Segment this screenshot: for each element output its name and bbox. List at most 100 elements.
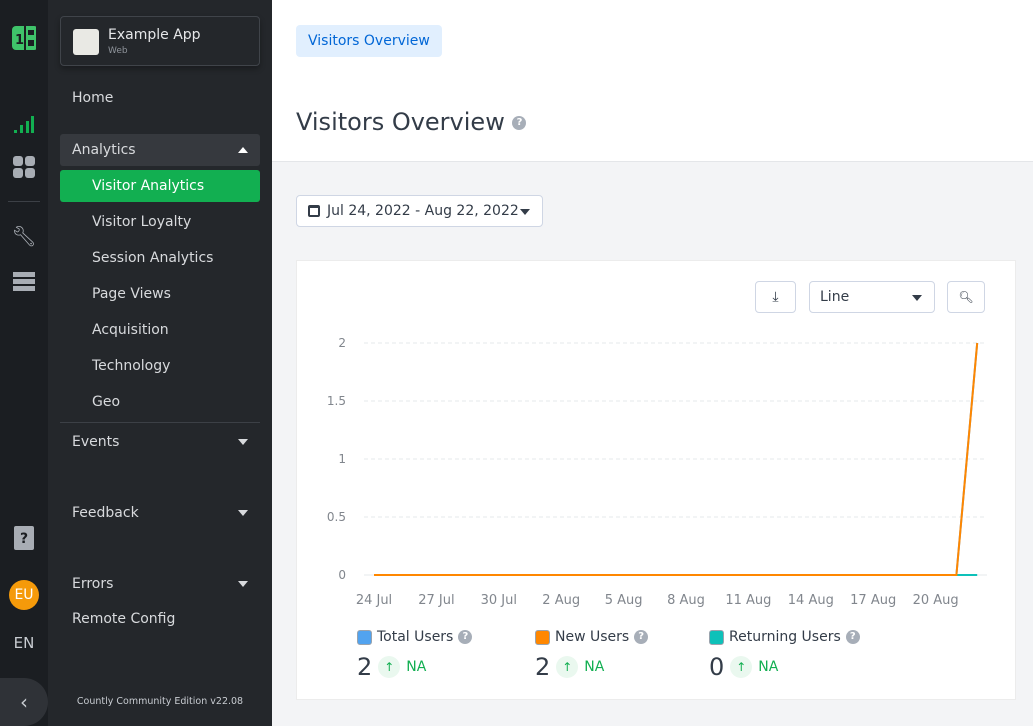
help-icon[interactable]: ? xyxy=(634,630,649,644)
nav-geo[interactable]: Geo xyxy=(92,394,121,410)
svg-text:?: ? xyxy=(20,531,28,547)
caret-down-icon xyxy=(912,295,922,301)
nav-errors-label: Errors xyxy=(72,576,114,592)
line-chart: 0 0.5 1 1.5 2 24 Jul 27 Jul 30 Jul 2 Aug 5 Aug 8 A… xyxy=(327,336,987,608)
tab-visitors-overview[interactable]: Visitors Overview xyxy=(296,25,442,57)
y-tick-label: 0.5 xyxy=(327,510,346,524)
chart-type-select[interactable]: Line xyxy=(809,281,935,313)
sidebar: Example App Web Home Analytics Visitor A… xyxy=(48,0,272,726)
metric-number: 2 xyxy=(357,653,373,681)
nav-analytics-label: Analytics xyxy=(72,142,136,158)
nav-errors[interactable]: Errors xyxy=(60,568,260,600)
nav-acquisition[interactable]: Acquisition xyxy=(92,322,169,338)
x-tick-label: 17 Aug xyxy=(850,593,896,608)
x-tick-label: 30 Jul xyxy=(481,593,517,608)
countly-logo-icon[interactable]: 1 xyxy=(12,25,36,51)
help-icon[interactable]: ? xyxy=(512,116,527,130)
legend-swatch xyxy=(357,629,372,645)
help-book-icon[interactable]: ? xyxy=(12,526,36,550)
download-icon: ⤓ xyxy=(772,289,779,305)
x-tick-label: 5 Aug xyxy=(605,593,643,608)
divider xyxy=(60,422,260,423)
legend-item[interactable]: New Users? xyxy=(535,629,649,645)
y-tick-label: 1.5 xyxy=(327,394,346,408)
y-tick-label: 2 xyxy=(338,336,346,350)
metric-number: 2 xyxy=(535,653,551,681)
x-tick-label: 11 Aug xyxy=(725,593,771,608)
page-title-text: Visitors Overview xyxy=(296,108,505,136)
metric-trend: NA xyxy=(758,659,779,675)
metric-value: 0 ↑ NA xyxy=(709,653,778,681)
legend-swatch xyxy=(709,629,724,645)
calendar-icon xyxy=(308,205,320,217)
dashboard-grid-icon[interactable] xyxy=(12,155,36,179)
caret-up-icon xyxy=(238,147,248,153)
legend-label: Returning Users xyxy=(729,629,841,645)
analytics-bar-chart-icon[interactable] xyxy=(12,112,36,136)
date-range-picker[interactable]: Jul 24, 2022 - Aug 22, 2022 xyxy=(296,195,543,227)
help-icon[interactable]: ? xyxy=(845,630,860,644)
x-tick-label: 8 Aug xyxy=(667,593,705,608)
collapse-sidebar-button[interactable]: ‹ xyxy=(0,678,48,726)
legend-swatch xyxy=(535,629,550,645)
page-title: Visitors Overview ? xyxy=(296,108,527,136)
x-tick-label: 24 Jul xyxy=(356,593,392,608)
x-tick-label: 27 Jul xyxy=(418,593,454,608)
wrench-icon[interactable]: 🔧︎ xyxy=(11,224,37,248)
caret-down-icon xyxy=(238,581,248,587)
y-tick-label: 1 xyxy=(338,452,346,466)
zoom-in-icon: 🔍︎ xyxy=(958,290,974,304)
chart-type-value: Line xyxy=(820,289,850,305)
server-icon[interactable] xyxy=(12,270,36,294)
date-range-value: Jul 24, 2022 - Aug 22, 2022 xyxy=(327,203,519,219)
nav-technology[interactable]: Technology xyxy=(92,358,171,374)
arrow-up-icon: ↑ xyxy=(378,656,401,678)
icon-rail: 1 🔧︎ ? EU EN ‹ xyxy=(0,0,48,726)
app-type: Web xyxy=(108,46,128,56)
page-header: Visitors Overview Visitors Overview ? xyxy=(272,0,1033,162)
caret-down-icon xyxy=(238,439,248,445)
help-icon[interactable]: ? xyxy=(458,630,473,644)
nav-events-label: Events xyxy=(72,434,120,450)
legend-label: New Users xyxy=(555,629,630,645)
version-footer: Countly Community Edition v22.08 xyxy=(76,696,244,707)
language-selector[interactable]: EN xyxy=(13,634,35,652)
app-name: Example App xyxy=(108,27,201,43)
metric-trend: NA xyxy=(406,659,427,675)
nav-visitor-loyalty[interactable]: Visitor Loyalty xyxy=(92,214,192,230)
nav-remote-config[interactable]: Remote Config xyxy=(72,611,176,627)
nav-home[interactable]: Home xyxy=(72,90,114,106)
nav-events[interactable]: Events xyxy=(60,426,260,458)
arrow-up-icon: ↑ xyxy=(556,656,579,678)
metric-trend: NA xyxy=(584,659,605,675)
legend-label: Total Users xyxy=(377,629,454,645)
arrow-up-icon: ↑ xyxy=(730,656,753,678)
avatar[interactable]: EU xyxy=(9,580,39,610)
caret-down-icon xyxy=(238,510,248,516)
nav-visitor-analytics[interactable]: Visitor Analytics xyxy=(60,170,260,202)
caret-down-icon xyxy=(520,209,530,215)
app-icon xyxy=(73,29,99,55)
nav-session-analytics[interactable]: Session Analytics xyxy=(92,250,214,266)
app-selector[interactable]: Example App Web xyxy=(60,16,260,66)
legend-item[interactable]: Returning Users? xyxy=(709,629,860,645)
series-line-new-users xyxy=(374,342,979,576)
x-tick-label: 2 Aug xyxy=(542,593,580,608)
nav-feedback-label: Feedback xyxy=(72,505,139,521)
chart-card: ⤓ Line 🔍︎ 0 0.5 1 1.5 2 24 Jul 27 Jul 30 Jul 2 A… xyxy=(296,260,1016,700)
nav-analytics[interactable]: Analytics xyxy=(60,134,260,166)
divider xyxy=(8,201,40,202)
nav-feedback[interactable]: Feedback xyxy=(60,497,260,529)
x-tick-label: 20 Aug xyxy=(913,593,959,608)
legend-item[interactable]: Total Users? xyxy=(357,629,473,645)
metric-number: 0 xyxy=(709,653,725,681)
x-tick-label: 14 Aug xyxy=(788,593,834,608)
metric-value: 2 ↑ NA xyxy=(357,653,426,681)
y-tick-label: 0 xyxy=(338,568,346,582)
svg-text:1: 1 xyxy=(15,33,24,48)
main-content: Visitors Overview Visitors Overview ? Ju… xyxy=(272,0,1033,726)
download-button[interactable]: ⤓ xyxy=(755,281,796,313)
nav-page-views[interactable]: Page Views xyxy=(92,286,171,302)
metric-value: 2 ↑ NA xyxy=(535,653,604,681)
zoom-button[interactable]: 🔍︎ xyxy=(947,281,985,313)
